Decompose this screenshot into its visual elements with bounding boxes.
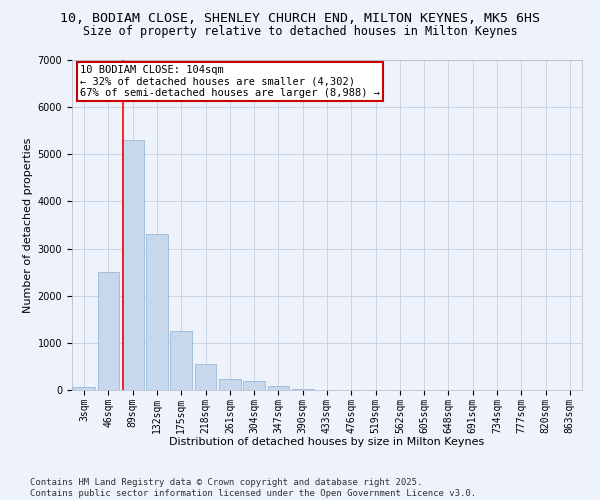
X-axis label: Distribution of detached houses by size in Milton Keynes: Distribution of detached houses by size …: [169, 437, 485, 447]
Y-axis label: Number of detached properties: Number of detached properties: [23, 138, 34, 312]
Bar: [194, 364, 217, 390]
Bar: [243, 380, 265, 390]
Text: 10, BODIAM CLOSE, SHENLEY CHURCH END, MILTON KEYNES, MK5 6HS: 10, BODIAM CLOSE, SHENLEY CHURCH END, MI…: [60, 12, 540, 26]
Bar: [73, 387, 95, 390]
Text: 10 BODIAM CLOSE: 104sqm
← 32% of detached houses are smaller (4,302)
67% of semi: 10 BODIAM CLOSE: 104sqm ← 32% of detache…: [80, 65, 380, 98]
Bar: [122, 140, 143, 390]
Text: Contains HM Land Registry data © Crown copyright and database right 2025.
Contai: Contains HM Land Registry data © Crown c…: [30, 478, 476, 498]
Text: Size of property relative to detached houses in Milton Keynes: Size of property relative to detached ho…: [83, 25, 517, 38]
Bar: [268, 386, 289, 390]
Bar: [97, 272, 119, 390]
Bar: [146, 234, 168, 390]
Bar: [219, 379, 241, 390]
Bar: [170, 331, 192, 390]
Bar: [292, 389, 314, 390]
